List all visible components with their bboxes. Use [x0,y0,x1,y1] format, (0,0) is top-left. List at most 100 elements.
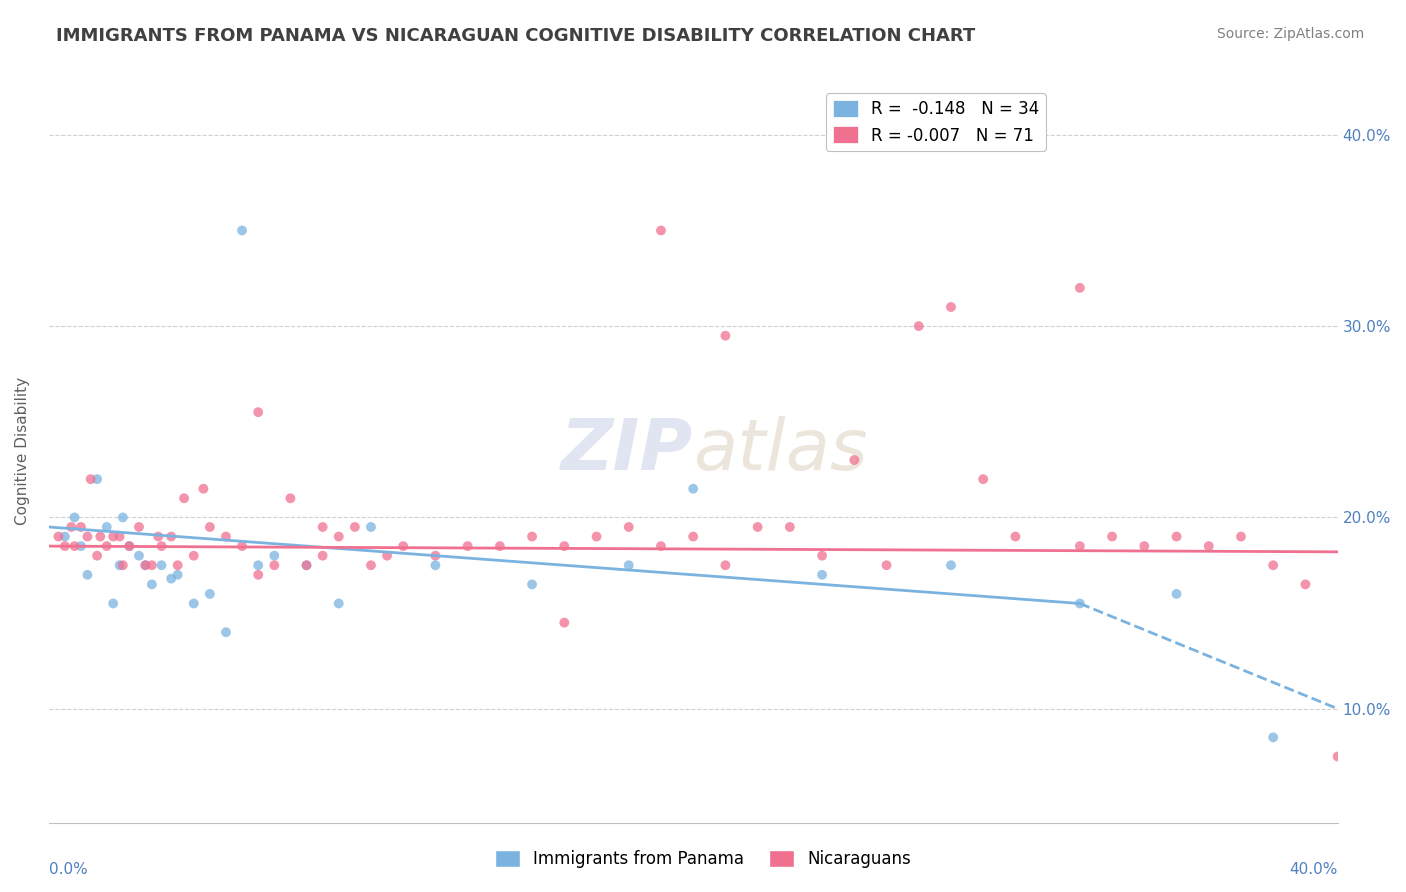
Point [183,549,205,563]
Text: Source: ZipAtlas.com: Source: ZipAtlas.com [1216,27,1364,41]
Text: 40.0%: 40.0% [1289,863,1337,878]
Point [160,530,183,544]
Point [1133,539,1156,553]
Point [328,530,350,544]
Point [247,558,270,573]
Point [425,558,447,573]
Point [63,539,86,553]
Point [111,510,134,524]
Point [183,597,205,611]
Point [160,572,183,586]
Point [86,472,108,486]
Point [617,520,640,534]
Point [215,625,238,640]
Point [972,472,994,486]
Point [70,520,93,534]
Point [617,558,640,573]
Point [134,558,156,573]
Point [425,549,447,563]
Point [1101,530,1123,544]
Point [247,567,270,582]
Point [128,549,150,563]
Point [1263,731,1285,745]
Point [811,549,834,563]
Point [1230,530,1253,544]
Point [247,405,270,419]
Point [166,567,188,582]
Point [1263,558,1285,573]
Point [360,558,382,573]
Point [108,558,131,573]
Point [650,539,672,553]
Point [150,558,173,573]
Point [311,520,333,534]
Point [1326,749,1348,764]
Point [295,558,318,573]
Point [103,597,125,611]
Point [1069,281,1091,295]
Point [263,558,285,573]
Point [375,549,398,563]
Point [89,530,111,544]
Point [173,491,195,506]
Point [108,530,131,544]
Text: 0.0%: 0.0% [49,863,87,878]
Point [714,328,737,343]
Point [1166,530,1188,544]
Point [134,558,156,573]
Text: atlas: atlas [693,416,868,485]
Point [295,558,318,573]
Point [650,223,672,237]
Point [714,558,737,573]
Point [118,539,141,553]
Point [939,300,962,314]
Point [231,223,253,237]
Point [96,520,118,534]
Point [779,520,801,534]
Point [118,539,141,553]
Point [328,597,350,611]
Point [48,530,70,544]
Point [311,549,333,563]
Point [53,539,76,553]
Y-axis label: Cognitive Disability: Cognitive Disability [15,376,30,524]
Point [166,558,188,573]
Point [141,577,163,591]
Point [360,520,382,534]
Text: ZIP: ZIP [561,416,693,485]
Point [96,539,118,553]
Point [193,482,215,496]
Point [682,530,704,544]
Point [844,453,866,467]
Point [141,558,163,573]
Point [553,539,575,553]
Point [457,539,479,553]
Point [111,558,134,573]
Point [520,530,543,544]
Point [1198,539,1220,553]
Point [811,567,834,582]
Point [76,530,98,544]
Point [747,520,769,534]
Point [128,520,150,534]
Point [1166,587,1188,601]
Point [489,539,512,553]
Point [198,520,221,534]
Point [70,539,93,553]
Point [53,530,76,544]
Point [148,530,170,544]
Point [1069,539,1091,553]
Point [392,539,415,553]
Point [1294,577,1316,591]
Point [553,615,575,630]
Legend: R =  -0.148   N = 34, R = -0.007   N = 71: R = -0.148 N = 34, R = -0.007 N = 71 [825,94,1046,152]
Point [520,577,543,591]
Point [198,587,221,601]
Point [103,530,125,544]
Point [60,520,83,534]
Point [86,549,108,563]
Point [1004,530,1026,544]
Text: IMMIGRANTS FROM PANAMA VS NICARAGUAN COGNITIVE DISABILITY CORRELATION CHART: IMMIGRANTS FROM PANAMA VS NICARAGUAN COG… [56,27,976,45]
Point [150,539,173,553]
Point [215,530,238,544]
